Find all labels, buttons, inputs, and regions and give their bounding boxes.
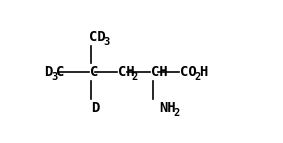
Text: 2: 2	[173, 108, 180, 118]
Text: 2: 2	[194, 72, 200, 82]
Text: D: D	[91, 101, 100, 115]
Text: 3: 3	[51, 72, 57, 82]
Text: C: C	[90, 65, 98, 79]
Text: D: D	[44, 65, 53, 79]
Text: 3: 3	[103, 37, 110, 47]
Text: NH: NH	[159, 101, 176, 115]
Text: CO: CO	[180, 65, 197, 79]
Text: CH: CH	[151, 65, 167, 79]
Text: 2: 2	[132, 72, 138, 82]
Text: CH: CH	[118, 65, 134, 79]
Text: H: H	[199, 65, 207, 79]
Text: C: C	[56, 65, 64, 79]
Text: CD: CD	[89, 30, 106, 44]
